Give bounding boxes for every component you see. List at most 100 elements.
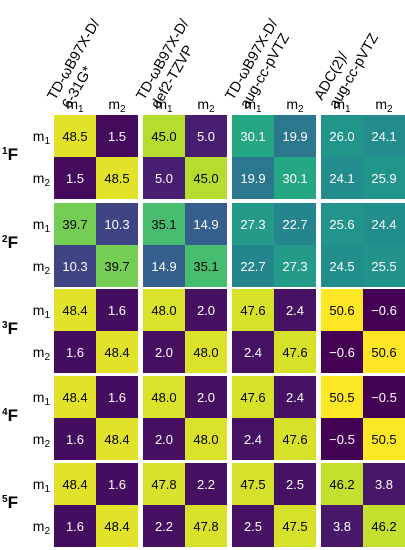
heatmap-cell: 27.3 (274, 245, 316, 287)
panel-superscript: 3 (2, 320, 8, 331)
label-subscript: 2 (298, 104, 304, 115)
row-label: m1 (24, 389, 50, 408)
label-base: m (32, 389, 45, 405)
heatmap-cell: 27.3 (232, 203, 274, 245)
label-subscript: 1 (78, 104, 84, 115)
label-base: m (32, 128, 45, 144)
heatmap-cell: 48.0 (143, 289, 185, 331)
panel-label: 1F (2, 145, 18, 165)
label-subscript: 1 (256, 104, 262, 115)
heatmap-cell: 24.5 (321, 245, 363, 287)
row-label: m2 (24, 431, 50, 450)
heatmap-cell: 47.6 (232, 289, 274, 331)
heatmap-cell: 1.6 (54, 505, 96, 547)
heatmap-cell: 47.5 (274, 505, 316, 547)
label-base: m (333, 96, 346, 112)
heatmap-cell: −0.5 (321, 418, 363, 460)
label-subscript: 2 (44, 439, 50, 450)
heatmap-cell: 24.1 (363, 115, 405, 157)
heatmap-cell: 48.4 (54, 289, 96, 331)
heatmap-cell: 2.4 (274, 376, 316, 418)
heatmap-cell: 47.6 (232, 376, 274, 418)
row-label: m2 (24, 170, 50, 189)
heatmap-cell: −0.5 (363, 376, 405, 418)
heatmap-cell: 2.4 (232, 331, 274, 373)
heatmap-cell: 24.1 (321, 157, 363, 199)
heatmap-cell: 19.9 (274, 115, 316, 157)
heatmap-cell: 22.7 (274, 203, 316, 245)
heatmap-cell: 25.9 (363, 157, 405, 199)
row-label: m1 (24, 216, 50, 235)
heatmap-cell: 10.3 (96, 203, 138, 245)
label-subscript: 1 (345, 104, 351, 115)
panel-base: F (7, 145, 18, 164)
label-base: m (244, 96, 257, 112)
heatmap-cell: 14.9 (143, 245, 185, 287)
label-base: m (375, 96, 388, 112)
heatmap-cell: 5.0 (185, 115, 227, 157)
label-base: m (32, 302, 45, 318)
label-base: m (32, 344, 45, 360)
label-base: m (108, 96, 121, 112)
heatmap-cell: 2.5 (232, 505, 274, 547)
label-base: m (197, 96, 210, 112)
heatmap-cell: 19.9 (232, 157, 274, 199)
row-label: m2 (24, 518, 50, 537)
label-subscript: 2 (44, 526, 50, 537)
panel-label: 2F (2, 233, 18, 253)
label-subscript: 2 (387, 104, 393, 115)
heatmap-cell: 1.6 (54, 331, 96, 373)
heatmap-cell: 2.2 (185, 463, 227, 505)
heatmap-cell: 50.5 (321, 376, 363, 418)
heatmap-cell: 47.6 (274, 331, 316, 373)
heatmap-cell: 39.7 (96, 245, 138, 287)
heatmap-cell: 46.2 (363, 505, 405, 547)
heatmap-cell: 22.7 (232, 245, 274, 287)
panel-label: 4F (2, 406, 18, 426)
heatmap-cell: 50.6 (321, 289, 363, 331)
column-label: m2 (102, 96, 132, 115)
panel-superscript: 5 (2, 494, 8, 505)
row-label: m1 (24, 128, 50, 147)
label-base: m (32, 518, 45, 534)
heatmap-cell: 50.6 (363, 331, 405, 373)
column-label: m1 (238, 96, 268, 115)
label-subscript: 2 (44, 352, 50, 363)
heatmap-cell: 47.8 (143, 463, 185, 505)
label-base: m (32, 216, 45, 232)
heatmap-cell: 2.2 (143, 505, 185, 547)
column-label: m1 (149, 96, 179, 115)
heatmap-cell: 35.1 (143, 203, 185, 245)
panel-base: F (7, 233, 18, 252)
label-base: m (155, 96, 168, 112)
heatmap-cell: 48.0 (185, 331, 227, 373)
heatmap-cell: 3.8 (363, 463, 405, 505)
heatmap-cell: 3.8 (321, 505, 363, 547)
panel-base: F (7, 406, 18, 425)
heatmap-cell: 48.0 (185, 418, 227, 460)
heatmap-cell: 46.2 (321, 463, 363, 505)
row-label: m1 (24, 302, 50, 321)
panel-superscript: 2 (2, 234, 8, 245)
label-subscript: 1 (44, 310, 50, 321)
heatmap-cell: 48.5 (96, 157, 138, 199)
heatmap-cell: 39.7 (54, 203, 96, 245)
label-subscript: 1 (167, 104, 173, 115)
label-base: m (66, 96, 79, 112)
heatmap-cell: 30.1 (232, 115, 274, 157)
column-label: m1 (327, 96, 357, 115)
label-subscript: 2 (120, 104, 126, 115)
label-base: m (32, 476, 45, 492)
panel-base: F (7, 493, 18, 512)
label-base: m (32, 170, 45, 186)
heatmap-cell: 48.5 (54, 115, 96, 157)
heatmap-cell: 2.0 (185, 376, 227, 418)
heatmap-cell: 26.0 (321, 115, 363, 157)
heatmap-cell: 35.1 (185, 245, 227, 287)
column-label: m1 (60, 96, 90, 115)
label-base: m (32, 258, 45, 274)
panel-label: 5F (2, 493, 18, 513)
heatmap-cell: 45.0 (185, 157, 227, 199)
heatmap-cell: 2.0 (185, 289, 227, 331)
heatmap-cell: 47.5 (232, 463, 274, 505)
